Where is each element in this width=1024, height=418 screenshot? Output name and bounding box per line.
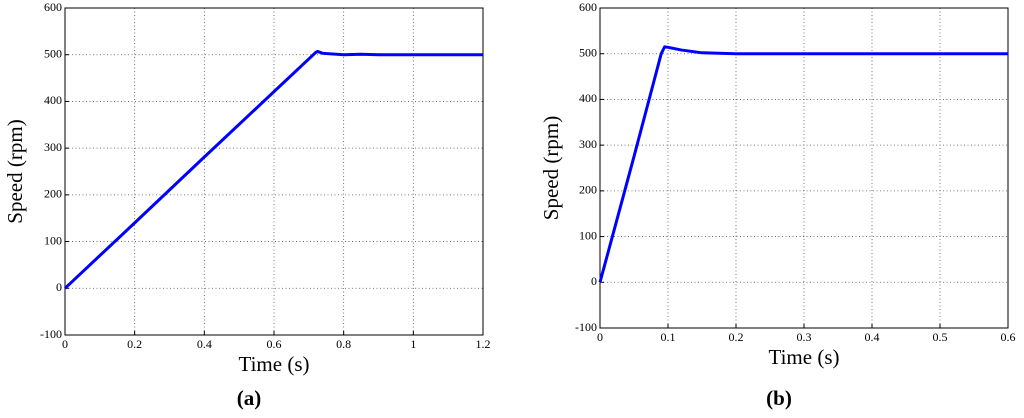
x-tick-label: 0.6 [1001, 330, 1016, 344]
caption: (a) [237, 386, 262, 410]
y-tick-label: 600 [44, 0, 62, 14]
plot-frame [64, 7, 484, 336]
x-tick-label: 0 [62, 337, 68, 351]
y-axis-label: Speed (rpm) [3, 119, 27, 223]
x-tick-label: 0.2 [729, 330, 744, 344]
x-tick-label: 1 [410, 337, 416, 351]
x-tick-label: 0.8 [336, 337, 351, 351]
y-tick-label: 400 [579, 91, 597, 105]
y-tick-label: 100 [44, 233, 62, 247]
y-tick-label: 300 [44, 140, 62, 154]
y-tick-label: 0 [56, 280, 62, 294]
x-tick-label: 0.4 [865, 330, 880, 344]
y-tick-label: 200 [579, 183, 597, 197]
y-tick-label: 600 [579, 0, 597, 14]
y-tick-label: -100 [575, 320, 597, 334]
x-axis-label: Time (s) [239, 352, 310, 376]
x-axis-label: Time (s) [769, 345, 840, 369]
x-tick-label: 0.5 [933, 330, 948, 344]
y-tick-label: 100 [579, 228, 597, 242]
x-tick-label: 0.1 [661, 330, 676, 344]
line-series [63, 49, 483, 290]
plot-frame [599, 7, 1009, 329]
y-tick-label: -100 [40, 327, 62, 341]
x-tick-label: 0.3 [797, 330, 812, 344]
y-tick-label: 500 [579, 45, 597, 59]
x-tick-label: 0.4 [197, 337, 212, 351]
y-tick-label: 200 [44, 187, 62, 201]
x-tick-label: 0.6 [267, 337, 282, 351]
y-tick-label: 400 [44, 93, 62, 107]
caption: (b) [766, 386, 792, 410]
x-tick-label: 0.2 [127, 337, 142, 351]
x-tick-label: 1.2 [476, 337, 491, 351]
y-tick-label: 500 [44, 46, 62, 60]
y-tick-label: 300 [579, 137, 597, 151]
y-axis-label: Speed (rpm) [539, 116, 563, 220]
x-tick-label: 0 [597, 330, 603, 344]
y-tick-label: 0 [591, 274, 597, 288]
line-series [598, 45, 1008, 283]
